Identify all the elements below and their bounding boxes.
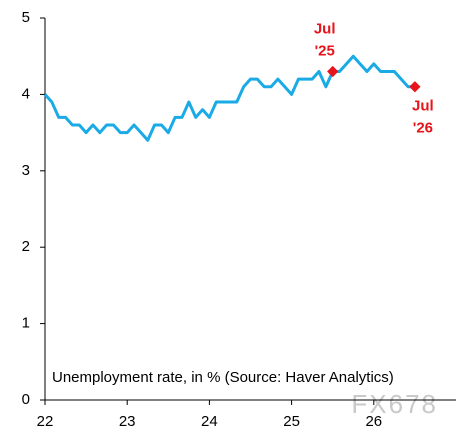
x-tick-label: 24 (201, 413, 218, 430)
watermark: FX678 (351, 389, 438, 419)
source-note: Unemployment rate, in % (Source: Haver A… (52, 369, 394, 386)
x-tick-label: 23 (119, 413, 136, 430)
y-tick-label: 5 (22, 9, 30, 26)
y-tick-label: 4 (22, 85, 30, 102)
highlight-marker (409, 81, 421, 93)
series-line (43, 54, 415, 142)
y-tick-label: 0 (22, 391, 30, 408)
y-tick-label: 1 (22, 315, 30, 332)
x-tick-label: 25 (283, 413, 300, 430)
annotation-label: Jul (412, 98, 434, 115)
annotation-label: '26 (413, 120, 433, 137)
y-tick-label: 3 (22, 162, 30, 179)
x-tick-label: 22 (37, 413, 54, 430)
x-tick-label: 26 (365, 413, 382, 430)
highlight-marker (327, 65, 339, 78)
y-tick-label: 2 (22, 238, 30, 255)
annotation-label: Jul (314, 20, 336, 37)
annotation-label: '25 (315, 42, 335, 59)
